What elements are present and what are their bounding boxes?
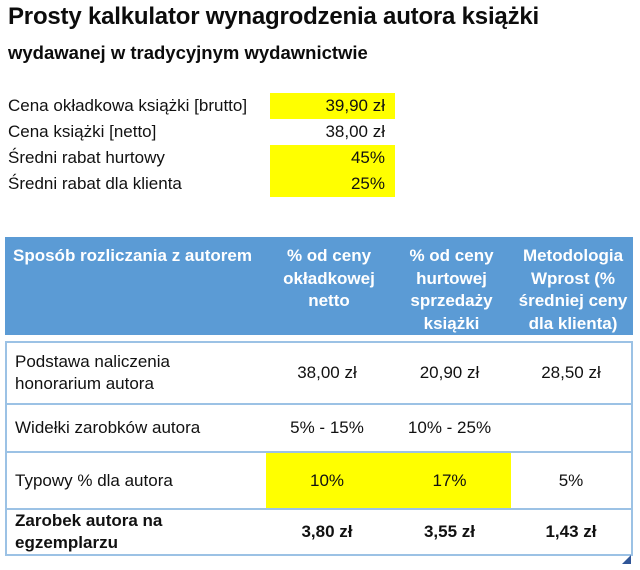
row-label: Typowy % dla autora bbox=[15, 470, 173, 490]
header-methodology-wprost: Metodologia Wprost (% średniej ceny dla … bbox=[518, 246, 628, 333]
table-row-earnings-per-copy: Zarobek autora na egzemplarzu 3,80 zł 3,… bbox=[7, 508, 631, 554]
earnings-range-wholesale: 10% - 25% bbox=[407, 418, 492, 437]
row-label: Widełki zarobków autora bbox=[15, 418, 201, 437]
royalty-base-cover-net: 38,00 zł bbox=[297, 363, 357, 382]
page-subtitle: wydawanej w tradycyjnym wydawnictwie bbox=[8, 42, 368, 63]
input-row-cover-price-gross: Cena okładkowa książki [brutto] 39,90 zł bbox=[0, 93, 640, 119]
table-header-row: Sposób rozliczania z autorem % od ceny o… bbox=[5, 237, 633, 335]
page-title: Prosty kalkulator wynagrodzenia autora k… bbox=[8, 3, 539, 30]
royalty-base-wholesale: 20,90 zł bbox=[419, 363, 480, 382]
earnings-range-wprost bbox=[511, 405, 631, 451]
earnings-per-copy-wprost: 1,43 zł bbox=[545, 522, 597, 541]
header-pct-wholesale: % od ceny hurtowej sprzedaży książki bbox=[409, 246, 494, 333]
wholesale-discount-cell[interactable]: 45% bbox=[270, 145, 395, 171]
customer-discount-cell[interactable]: 25% bbox=[270, 171, 395, 197]
earnings-per-copy-cover-net: 3,80 zł bbox=[301, 522, 353, 541]
header-pct-cover-net: % od ceny okładkowej netto bbox=[283, 246, 375, 310]
royalty-table: Sposób rozliczania z autorem % od ceny o… bbox=[5, 237, 633, 556]
table-row-typical-pct: Typowy % dla autora 10% 17% 5% bbox=[7, 451, 631, 508]
input-label: Cena książki [netto] bbox=[8, 122, 157, 141]
price-net-cell: 38,00 zł bbox=[325, 122, 385, 141]
input-label: Cena okładkowa książki [brutto] bbox=[8, 96, 248, 115]
input-label: Średni rabat hurtowy bbox=[8, 148, 165, 167]
table-row-earnings-range: Widełki zarobków autora 5% - 15% 10% - 2… bbox=[7, 403, 631, 451]
royalty-base-wprost: 28,50 zł bbox=[541, 363, 601, 382]
input-row-customer-discount: Średni rabat dla klienta 25% bbox=[0, 171, 640, 197]
table-row-royalty-base: Podstawa naliczenia honorarium autora 38… bbox=[7, 343, 631, 403]
table-body: Podstawa naliczenia honorarium autora 38… bbox=[5, 341, 633, 556]
row-label: Podstawa naliczenia honorarium autora bbox=[15, 352, 170, 393]
input-row-wholesale-discount: Średni rabat hurtowy 45% bbox=[0, 145, 640, 171]
cover-price-gross-cell[interactable]: 39,90 zł bbox=[270, 93, 395, 119]
typical-pct-wholesale-cell[interactable]: 17% bbox=[388, 453, 511, 508]
earnings-per-copy-wholesale: 3,55 zł bbox=[423, 522, 476, 541]
input-label: Średni rabat dla klienta bbox=[8, 174, 182, 193]
typical-pct-wprost: 5% bbox=[558, 470, 584, 490]
input-row-price-net: Cena książki [netto] 38,00 zł bbox=[0, 119, 640, 145]
header-settlement-method: Sposób rozliczania z autorem bbox=[13, 246, 252, 265]
earnings-range-cover-net: 5% - 15% bbox=[290, 418, 364, 437]
row-label: Zarobek autora na egzemplarzu bbox=[15, 511, 163, 552]
inputs-section: Cena okładkowa książki [brutto] 39,90 zł… bbox=[0, 93, 640, 197]
resize-handle-icon[interactable] bbox=[622, 555, 631, 564]
typical-pct-cover-net-cell[interactable]: 10% bbox=[266, 453, 388, 508]
